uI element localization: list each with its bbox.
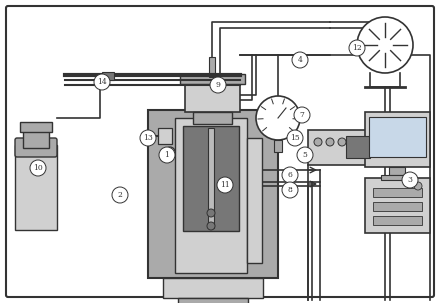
Bar: [365, 112, 430, 167]
Text: 15: 15: [290, 134, 300, 142]
Bar: [183, 126, 239, 231]
Bar: [185, 82, 240, 112]
Circle shape: [350, 138, 358, 146]
Circle shape: [338, 138, 346, 146]
Text: 8: 8: [288, 186, 293, 194]
Bar: [102, 72, 114, 80]
Bar: [158, 128, 172, 144]
Bar: [373, 202, 422, 211]
Text: 3: 3: [407, 176, 413, 184]
Circle shape: [292, 52, 308, 68]
Circle shape: [94, 74, 110, 90]
Bar: [193, 112, 232, 124]
Circle shape: [314, 138, 322, 146]
Bar: [247, 138, 262, 263]
Bar: [381, 175, 413, 180]
Circle shape: [165, 147, 175, 157]
Circle shape: [326, 138, 334, 146]
Bar: [346, 136, 370, 158]
Text: 5: 5: [303, 151, 308, 159]
Circle shape: [140, 130, 156, 146]
Bar: [180, 74, 245, 84]
Text: 11: 11: [220, 181, 230, 189]
Bar: [208, 128, 214, 228]
Bar: [365, 178, 430, 233]
Text: 13: 13: [143, 134, 153, 142]
Circle shape: [112, 187, 128, 203]
Bar: [308, 130, 376, 165]
Bar: [178, 298, 248, 303]
Bar: [15, 145, 57, 230]
Bar: [163, 278, 263, 298]
Circle shape: [402, 172, 418, 188]
Circle shape: [294, 107, 310, 123]
Text: 2: 2: [117, 191, 122, 199]
FancyBboxPatch shape: [15, 138, 57, 157]
Bar: [274, 140, 282, 152]
Bar: [369, 117, 426, 157]
Circle shape: [282, 182, 298, 198]
Text: 9: 9: [216, 81, 220, 89]
Circle shape: [282, 167, 298, 183]
Circle shape: [207, 222, 215, 230]
Text: 14: 14: [97, 78, 107, 86]
Text: 10: 10: [33, 164, 43, 172]
Circle shape: [287, 130, 303, 146]
Bar: [209, 57, 215, 77]
Circle shape: [414, 182, 422, 190]
Circle shape: [210, 77, 226, 93]
Text: 7: 7: [300, 111, 304, 119]
Text: 6: 6: [288, 171, 293, 179]
Bar: [389, 167, 405, 175]
Circle shape: [30, 160, 46, 176]
Text: 4: 4: [297, 56, 302, 64]
Bar: [373, 216, 422, 225]
Circle shape: [159, 147, 175, 163]
Bar: [148, 110, 278, 278]
Bar: [175, 118, 247, 273]
Circle shape: [207, 209, 215, 217]
Bar: [20, 122, 52, 132]
Bar: [23, 130, 49, 148]
Circle shape: [349, 40, 365, 56]
Circle shape: [357, 17, 413, 73]
Text: 12: 12: [352, 44, 362, 52]
Text: 1: 1: [165, 151, 169, 159]
Circle shape: [297, 147, 313, 163]
Bar: [373, 188, 422, 197]
Circle shape: [256, 96, 300, 140]
Circle shape: [217, 177, 233, 193]
